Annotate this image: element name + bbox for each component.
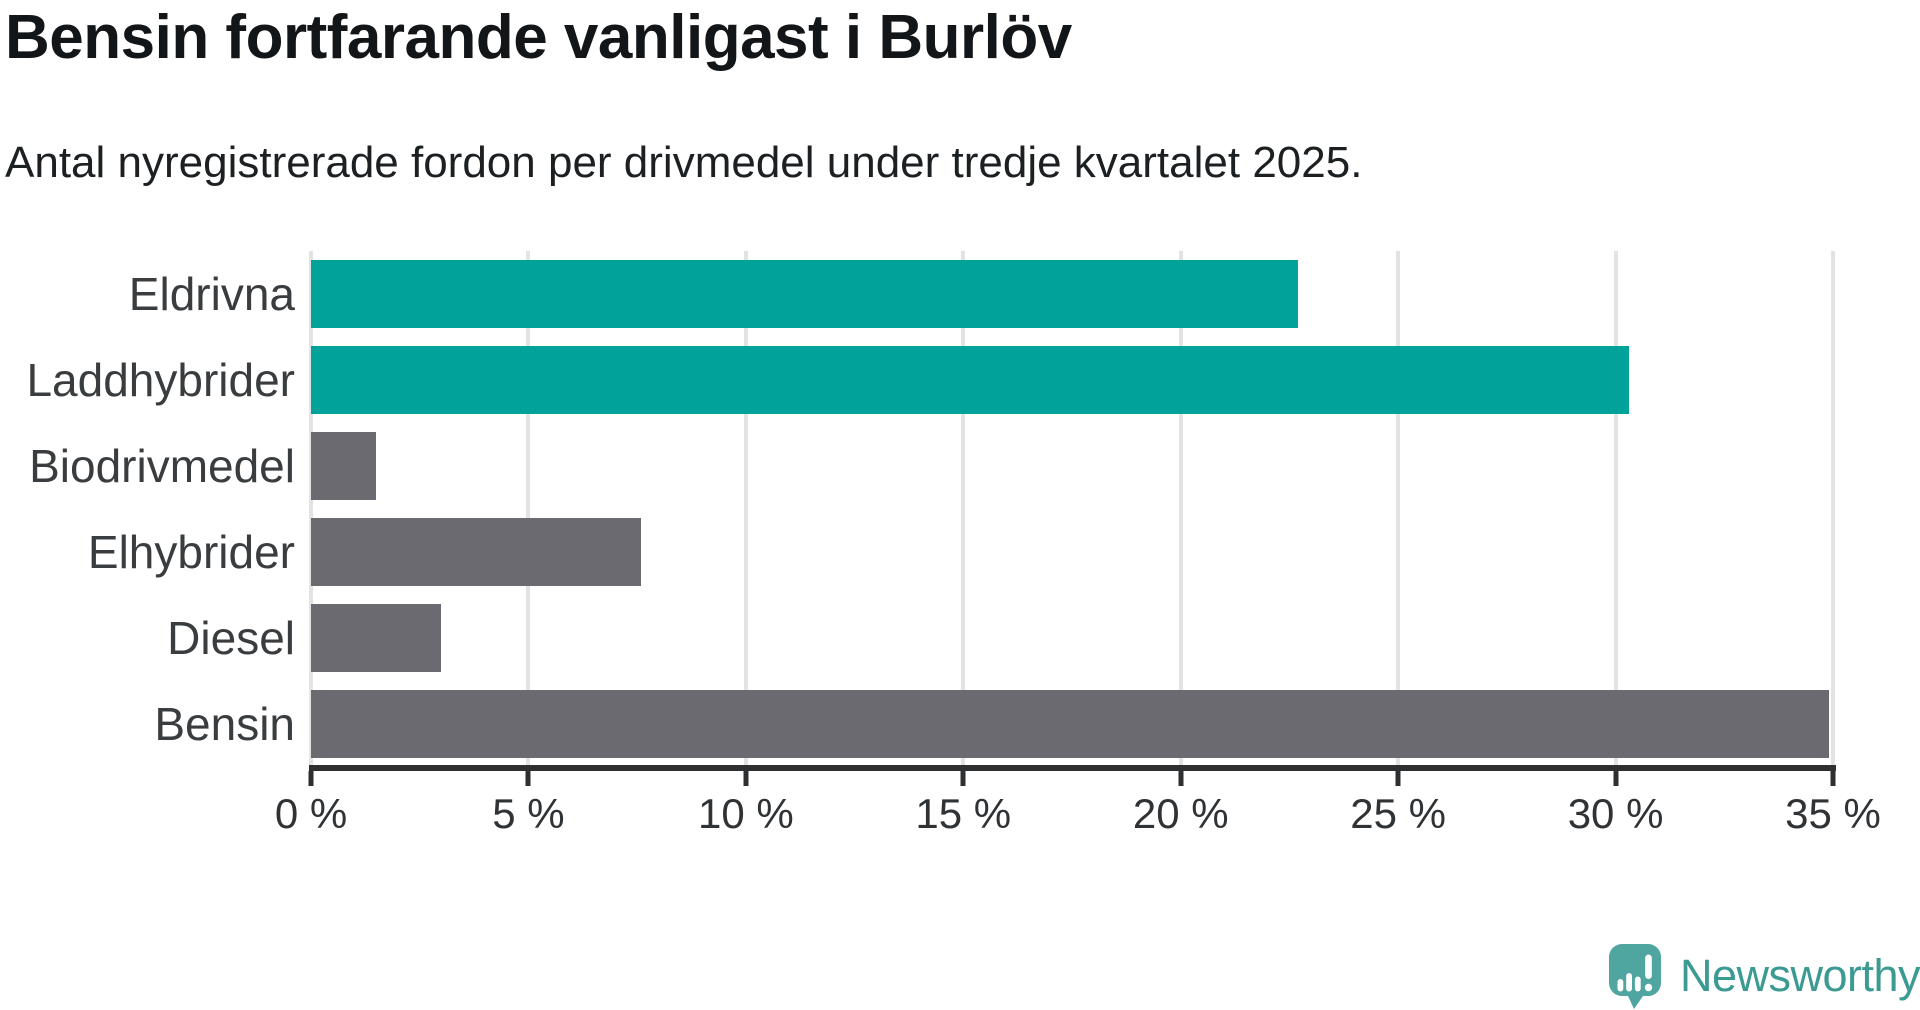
gridline-15	[961, 251, 966, 767]
bar-laddhybrider	[311, 346, 1629, 414]
x-axis-tick-10	[743, 771, 749, 786]
category-label-laddhybrider: Laddhybrider	[26, 354, 295, 406]
x-axis-tick-label-5: 5 %	[492, 790, 565, 837]
bar-biodrivmedel	[311, 432, 377, 500]
chart-title: Bensin fortfarande vanligast i Burlöv	[5, 3, 1072, 72]
newsworthy-logo: Newsworthy	[1608, 943, 1920, 1009]
x-axis-tick-label-35: 35 %	[1785, 790, 1881, 837]
gridline-20	[1178, 251, 1183, 767]
newsworthy-speech-bubble-barchart-icon	[1609, 944, 1661, 1009]
x-axis-tick-5	[525, 771, 531, 786]
newsworthy-logo-text: Newsworthy	[1680, 950, 1920, 1001]
x-axis-tick-label-20: 20 %	[1132, 790, 1229, 837]
gridline-0	[309, 251, 313, 767]
bar-diesel	[311, 604, 442, 672]
category-label-eldrivna: Eldrivna	[128, 268, 295, 320]
bar-bensin	[311, 690, 1829, 758]
x-axis-tick-label-0: 0 %	[274, 790, 348, 837]
gridline-25	[1396, 251, 1401, 767]
x-axis-tick-label-25: 25 %	[1350, 790, 1447, 837]
category-label-biodrivmedel: Biodrivmedel	[29, 440, 295, 492]
category-label-elhybrider: Elhybrider	[87, 526, 295, 578]
bar-elhybrider	[311, 518, 642, 586]
gridline-5	[526, 251, 531, 767]
x-axis-tick-label-30: 30 %	[1567, 790, 1664, 837]
chart-subtitle: Antal nyregistrerade fordon per drivmede…	[5, 138, 1363, 187]
x-axis-tick-label-15: 15 %	[915, 790, 1012, 837]
plot-area	[309, 251, 1835, 767]
category-label-diesel: Diesel	[167, 612, 295, 664]
x-axis-tick-20	[1178, 771, 1184, 786]
bar-eldrivna	[311, 260, 1299, 328]
x-axis-tick-15	[960, 771, 966, 786]
category-labels-column: Eldrivna Laddhybrider Biodrivmedel Elhybrid…	[0, 251, 295, 767]
x-axis-tick-25	[1395, 771, 1401, 786]
x-axis-tick-30	[1613, 771, 1619, 786]
gridline-35	[1831, 251, 1835, 767]
category-label-bensin: Bensin	[154, 698, 295, 750]
x-axis-line	[309, 765, 1836, 771]
gridline-10	[743, 251, 748, 767]
gridline-30	[1613, 251, 1618, 767]
x-axis-tick-0	[308, 771, 314, 786]
x-axis-tick-label-10: 10 %	[697, 790, 794, 837]
x-axis-tick-35	[1830, 771, 1836, 786]
